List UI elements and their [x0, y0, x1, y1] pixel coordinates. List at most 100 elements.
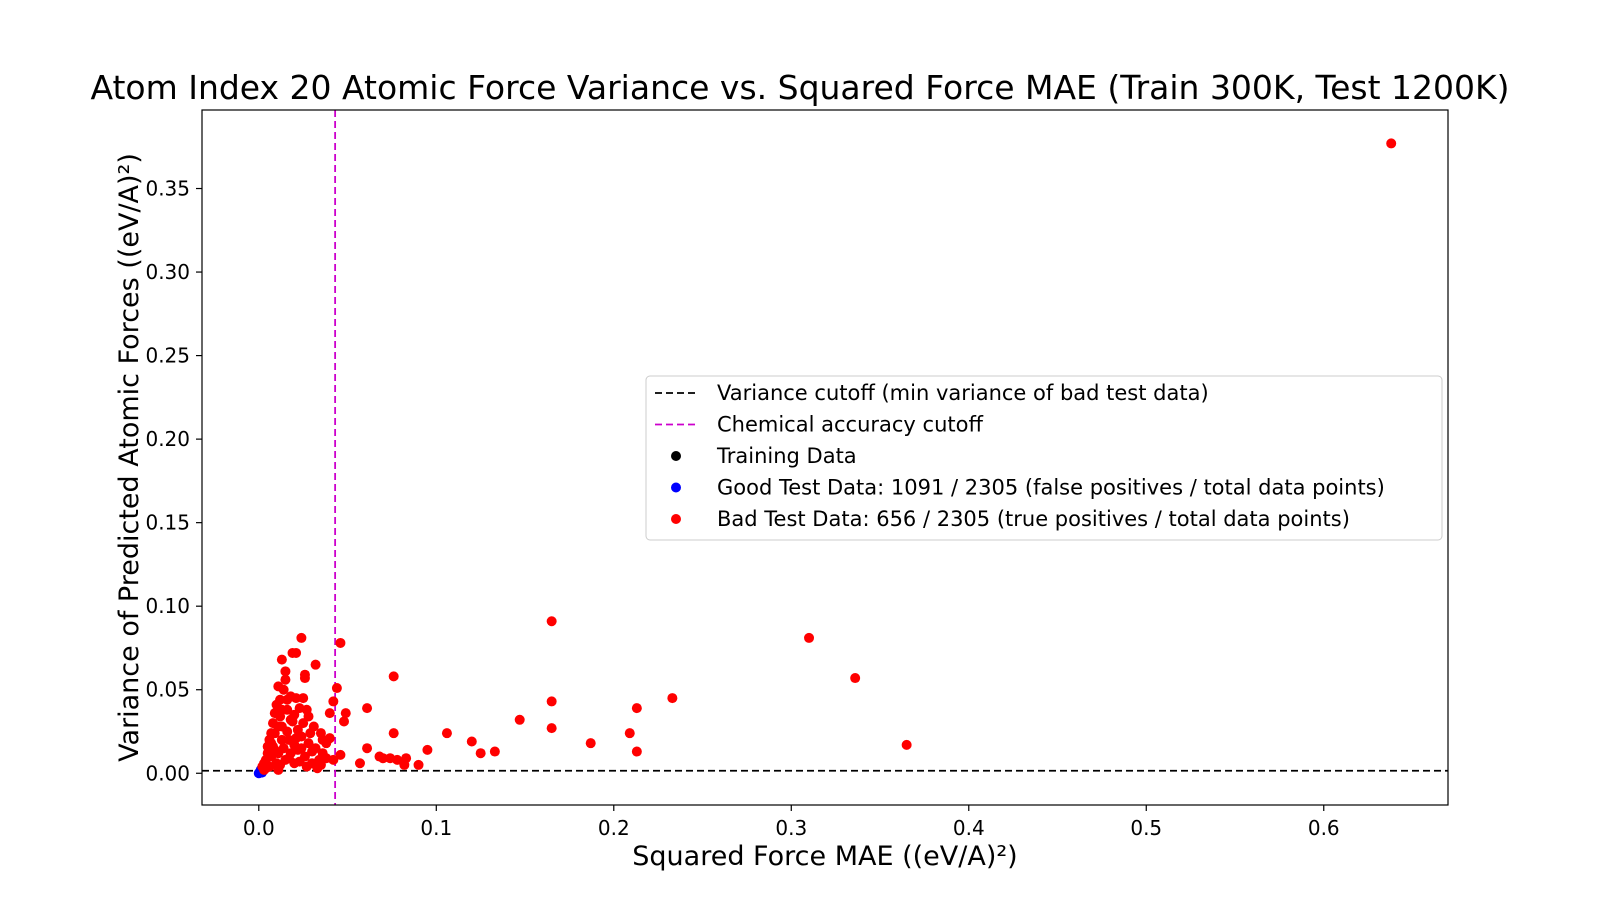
- bad-test-data-point: [328, 696, 339, 707]
- bad-test-data-point: [362, 743, 373, 754]
- x-axis: 0.0 0.1 0.2 0.3 0.4 0.5 0.6: [243, 805, 1340, 840]
- x-tick-label: 0.6: [1308, 816, 1340, 840]
- bad-test-data-point: [466, 736, 477, 747]
- x-tick-label: 0.2: [598, 816, 630, 840]
- bad-test-data-point: [287, 647, 298, 658]
- legend-box: [645, 375, 1443, 541]
- legend-good-test-data-label: Good Test Data: 1091 / 2305 (false posit…: [717, 476, 1385, 500]
- x-tick-label: 0.1: [420, 816, 452, 840]
- bad-test-data-point: [354, 758, 365, 769]
- bad-test-data-point: [276, 734, 287, 745]
- bad-test-data-point: [301, 704, 312, 715]
- bad-test-data-point: [267, 718, 278, 729]
- bad-test-data-point: [399, 759, 410, 770]
- x-tick-label: 0.4: [953, 816, 985, 840]
- bad-test-data-point: [804, 632, 815, 643]
- bad-test-data-point: [489, 746, 500, 757]
- bad-test-data-point: [276, 654, 287, 665]
- bad-test-data-point: [294, 756, 305, 767]
- bad-test-data-point: [298, 693, 309, 704]
- bad-test-data-point: [475, 748, 486, 759]
- bad-test-data-point: [278, 743, 289, 754]
- plot-area-frame: [201, 109, 1449, 806]
- bad-test-data-point: [631, 746, 642, 757]
- bad-test-data-point: [546, 616, 557, 627]
- x-tick-label: 0.3: [775, 816, 807, 840]
- bad-test-data-point: [328, 754, 339, 765]
- bad-test-data-point: [321, 738, 332, 749]
- y-axis: 0.00 0.05 0.10 0.15 0.20 0.25 0.30 0.35: [145, 177, 202, 785]
- legend-bad-test-data-marker: [671, 514, 681, 524]
- y-tick-label: 0.10: [145, 594, 190, 618]
- bad-test-data-point: [280, 674, 291, 685]
- bad-test-data-point: [331, 683, 342, 694]
- bad-test-data-point: [850, 673, 861, 684]
- bad-test-data-point: [273, 764, 284, 775]
- bad-test-data-point: [257, 761, 268, 772]
- bad-test-data-point: [276, 704, 287, 715]
- bad-test-data-point: [362, 703, 373, 714]
- x-axis-label: Squared Force MAE ((eV/A)²): [632, 841, 1017, 872]
- bad-test-data-point: [280, 754, 291, 765]
- bad-test-data-point: [296, 743, 307, 754]
- legend-chemical-accuracy-label: Chemical accuracy cutoff: [717, 413, 983, 437]
- bad-test-data-point: [335, 637, 346, 648]
- legend-variance-cutoff-label: Variance cutoff (min variance of bad tes…: [717, 381, 1209, 405]
- legend: Variance cutoff (min variance of bad tes…: [645, 375, 1443, 541]
- bad-test-data-point: [385, 753, 396, 764]
- bad-test-data-point: [422, 744, 433, 755]
- bad-test-data-point: [374, 751, 385, 762]
- y-tick-label: 0.25: [145, 344, 190, 368]
- y-tick-label: 0.15: [145, 511, 190, 535]
- bad-test-data-point: [282, 694, 293, 705]
- legend-training-data-label: Training Data: [716, 444, 857, 468]
- bad-test-data-point: [276, 721, 287, 732]
- bad-test-data-point: [324, 708, 335, 719]
- bad-test-data-point: [624, 728, 635, 739]
- bad-test-data-point: [585, 738, 596, 749]
- bad-test-data-point: [296, 632, 307, 643]
- bad-test-data-point: [413, 759, 424, 770]
- bad-test-data-point: [546, 723, 557, 734]
- y-axis-label: Variance of Predicted Atomic Forces ((eV…: [114, 153, 145, 762]
- bad-test-data-point: [291, 693, 302, 704]
- y-tick-label: 0.05: [145, 678, 190, 702]
- bad-test-data-point: [310, 659, 321, 670]
- y-tick-label: 0.35: [145, 177, 190, 201]
- bad-test-data-point: [303, 738, 314, 749]
- bad-test-data-point: [335, 749, 346, 760]
- bad-test-data-point: [514, 714, 525, 725]
- bad-test-data-point: [546, 696, 557, 707]
- bad-test-data-point: [338, 716, 349, 727]
- y-tick-label: 0.20: [145, 427, 190, 451]
- bad-test-data-point: [305, 728, 316, 739]
- bad-test-data-point: [388, 671, 399, 682]
- bad-test-data-point: [291, 733, 302, 744]
- bad-test-data-point: [388, 728, 399, 739]
- bad-test-data-point: [301, 761, 312, 772]
- bad-test-data-point: [310, 743, 321, 754]
- bad-test-data-point: [299, 669, 310, 680]
- x-tick-label: 0.0: [243, 816, 275, 840]
- bad-test-data-point: [266, 738, 277, 749]
- bad-test-data-point: [667, 693, 678, 704]
- bad-test-data-point: [631, 703, 642, 714]
- chart-title: Atom Index 20 Atomic Force Variance vs. …: [90, 68, 1510, 107]
- bad-test-data-point: [312, 763, 323, 774]
- bad-test-data-point: [441, 728, 452, 739]
- legend-good-test-data-marker: [671, 482, 681, 493]
- bad-test-data-point: [298, 718, 309, 729]
- legend-training-data-marker: [671, 451, 681, 461]
- x-tick-label: 0.5: [1130, 816, 1162, 840]
- y-tick-label: 0.00: [145, 761, 190, 785]
- bad-test-data-point: [1386, 138, 1397, 149]
- y-tick-label: 0.30: [145, 260, 190, 284]
- bad-test-data-point: [315, 728, 326, 739]
- bad-test-data-point: [280, 666, 291, 677]
- legend-bad-test-data-label: Bad Test Data: 656 / 2305 (true positive…: [717, 507, 1350, 531]
- bad-test-data-point: [340, 708, 351, 719]
- bad-test-data-point: [317, 748, 328, 759]
- bad-test-data-point: [901, 739, 912, 750]
